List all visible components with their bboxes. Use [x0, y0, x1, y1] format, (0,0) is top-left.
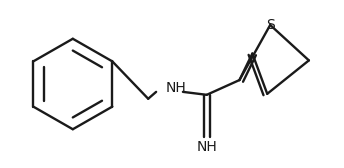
- Text: NH: NH: [196, 140, 217, 154]
- Text: S: S: [266, 18, 275, 32]
- Text: NH: NH: [166, 81, 187, 95]
